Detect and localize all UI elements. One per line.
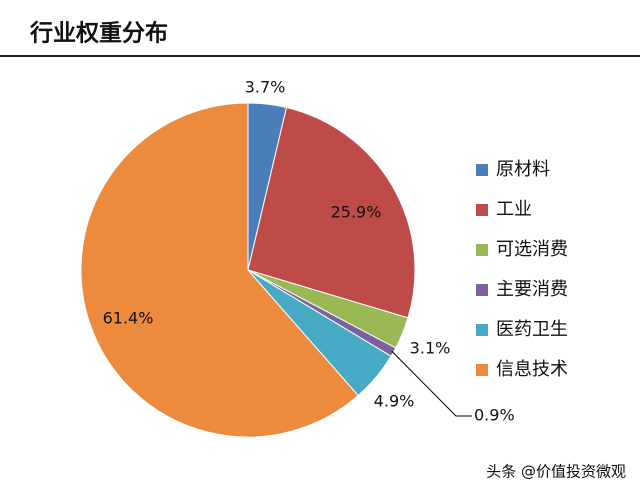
legend-label: 医药卫生 [496, 319, 568, 340]
leader-line [391, 350, 472, 417]
legend-swatch [476, 364, 488, 376]
legend-swatch [476, 244, 488, 256]
data-label: 4.9% [374, 392, 415, 411]
pie-slice [80, 102, 359, 438]
legend-label: 原材料 [496, 159, 550, 180]
watermark: 头条 @价值投资微观 [486, 463, 626, 481]
data-label: 3.1% [410, 339, 451, 358]
data-label: 25.9% [331, 203, 382, 222]
legend-label: 信息技术 [496, 359, 568, 380]
data-label: 0.9% [474, 406, 515, 425]
data-label: 61.4% [103, 309, 154, 328]
chart-title: 行业权重分布 [29, 20, 168, 47]
legend-swatch [476, 284, 488, 296]
legend-swatch [476, 164, 488, 176]
pie-slice [247, 106, 416, 319]
legend-label: 可选消费 [496, 239, 568, 260]
legend-swatch [476, 324, 488, 336]
legend-label: 主要消费 [496, 279, 568, 300]
legend-swatch [476, 204, 488, 216]
legend-label: 工业 [496, 199, 532, 220]
data-label: 3.7% [245, 78, 286, 97]
